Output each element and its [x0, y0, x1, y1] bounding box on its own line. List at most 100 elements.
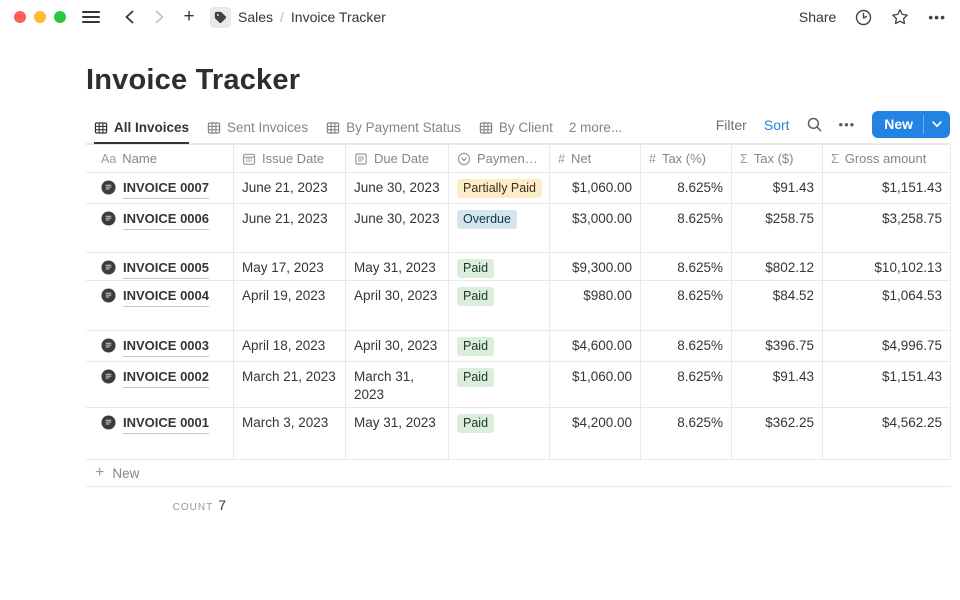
due-date-cell[interactable]: June 30, 2023: [346, 204, 449, 252]
column-header-net[interactable]: # Net: [550, 145, 641, 172]
name-cell[interactable]: INVOICE 0007: [86, 173, 234, 203]
gross-amount-cell[interactable]: $1,151.43: [823, 173, 951, 203]
net-cell[interactable]: $1,060.00: [550, 362, 641, 407]
name-cell[interactable]: INVOICE 0005: [86, 253, 234, 280]
tax-dollars-cell[interactable]: $396.75: [732, 331, 823, 361]
net-cell[interactable]: $1,060.00: [550, 173, 641, 203]
name-cell[interactable]: INVOICE 0002: [86, 362, 234, 407]
tax-dollars-cell[interactable]: $91.43: [732, 362, 823, 407]
gross-amount-cell[interactable]: $4,996.75: [823, 331, 951, 361]
issue-date-cell[interactable]: June 21, 2023: [234, 204, 346, 252]
name-cell[interactable]: INVOICE 0004: [86, 281, 234, 330]
tax-percent-cell[interactable]: 8.625%: [641, 281, 732, 330]
filter-button[interactable]: Filter: [715, 116, 747, 133]
new-row-button[interactable]: + New: [86, 460, 951, 487]
invoice-name-link[interactable]: INVOICE 0006: [123, 210, 209, 230]
table-row[interactable]: INVOICE 0007 June 21, 2023 June 30, 2023…: [86, 173, 951, 204]
gross-amount-cell[interactable]: $3,258.75: [823, 204, 951, 252]
payment-status-cell[interactable]: Paid: [449, 281, 550, 330]
more-views-button[interactable]: 2 more...: [568, 120, 623, 135]
new-button-dropdown[interactable]: [924, 111, 950, 138]
column-header-name[interactable]: Aa Name: [86, 145, 234, 172]
due-date-cell[interactable]: April 30, 2023: [346, 331, 449, 361]
tax-percent-cell[interactable]: 8.625%: [641, 253, 732, 280]
view-options-button[interactable]: •••: [838, 117, 856, 132]
back-button[interactable]: [118, 6, 140, 28]
invoice-name-link[interactable]: INVOICE 0007: [123, 179, 209, 199]
due-date-cell[interactable]: May 31, 2023: [346, 253, 449, 280]
tax-percent-cell[interactable]: 8.625%: [641, 204, 732, 252]
tax-dollars-cell[interactable]: $91.43: [732, 173, 823, 203]
tax-dollars-cell[interactable]: $258.75: [732, 204, 823, 252]
column-header-tax-dollars[interactable]: Σ Tax ($): [732, 145, 823, 172]
gross-amount-cell[interactable]: $1,151.43: [823, 362, 951, 407]
table-row[interactable]: INVOICE 0001 March 3, 2023 May 31, 2023 …: [86, 408, 951, 460]
sort-button[interactable]: Sort: [763, 116, 790, 133]
sidebar-toggle-icon[interactable]: [82, 11, 100, 23]
name-cell[interactable]: INVOICE 0003: [86, 331, 234, 361]
forward-button[interactable]: [148, 6, 170, 28]
tax-percent-cell[interactable]: 8.625%: [641, 173, 732, 203]
issue-date-cell[interactable]: April 19, 2023: [234, 281, 346, 330]
name-cell[interactable]: INVOICE 0006: [86, 204, 234, 252]
column-header-tax-percent[interactable]: # Tax (%): [641, 145, 732, 172]
issue-date-cell[interactable]: March 21, 2023: [234, 362, 346, 407]
issue-date-cell[interactable]: June 21, 2023: [234, 173, 346, 203]
payment-status-cell[interactable]: Paid: [449, 408, 550, 459]
invoice-name-link[interactable]: INVOICE 0005: [123, 259, 209, 279]
column-header-payment-status[interactable]: Payment …: [449, 145, 550, 172]
tab-all-invoices[interactable]: All Invoices: [86, 115, 197, 144]
table-row[interactable]: INVOICE 0004 April 19, 2023 April 30, 20…: [86, 281, 951, 331]
column-header-gross-amount[interactable]: Σ Gross amount: [823, 145, 951, 172]
due-date-cell[interactable]: May 31, 2023: [346, 408, 449, 459]
due-date-cell[interactable]: June 30, 2023: [346, 173, 449, 203]
invoice-name-link[interactable]: INVOICE 0002: [123, 368, 209, 388]
table-row[interactable]: INVOICE 0005 May 17, 2023 May 31, 2023 P…: [86, 253, 951, 281]
favorite-button[interactable]: [891, 8, 909, 26]
search-button[interactable]: [807, 117, 822, 132]
table-row[interactable]: INVOICE 0002 March 21, 2023 March 31, 20…: [86, 362, 951, 408]
table-row[interactable]: INVOICE 0003 April 18, 2023 April 30, 20…: [86, 331, 951, 362]
issue-date-cell[interactable]: May 17, 2023: [234, 253, 346, 280]
payment-status-cell[interactable]: Paid: [449, 362, 550, 407]
breadcrumb-workspace[interactable]: Sales: [238, 9, 274, 25]
issue-date-cell[interactable]: March 3, 2023: [234, 408, 346, 459]
tab-sent-invoices[interactable]: Sent Invoices: [199, 115, 316, 143]
page-icon-box[interactable]: [210, 6, 231, 28]
history-button[interactable]: [855, 9, 872, 26]
name-cell[interactable]: INVOICE 0001: [86, 408, 234, 459]
gross-amount-cell[interactable]: $4,562.25: [823, 408, 951, 459]
payment-status-cell[interactable]: Paid: [449, 253, 550, 280]
gross-amount-cell[interactable]: $10,102.13: [823, 253, 951, 280]
tax-dollars-cell[interactable]: $362.25: [732, 408, 823, 459]
net-cell[interactable]: $3,000.00: [550, 204, 641, 252]
tax-dollars-cell[interactable]: $802.12: [732, 253, 823, 280]
net-cell[interactable]: $980.00: [550, 281, 641, 330]
issue-date-cell[interactable]: April 18, 2023: [234, 331, 346, 361]
share-button[interactable]: Share: [798, 9, 837, 25]
table-row[interactable]: INVOICE 0006 June 21, 2023 June 30, 2023…: [86, 204, 951, 253]
due-date-cell[interactable]: March 31, 2023: [346, 362, 449, 407]
due-date-cell[interactable]: April 30, 2023: [346, 281, 449, 330]
gross-amount-cell[interactable]: $1,064.53: [823, 281, 951, 330]
invoice-name-link[interactable]: INVOICE 0001: [123, 414, 209, 434]
new-button[interactable]: New: [872, 111, 950, 138]
count-footer[interactable]: count 7: [86, 487, 234, 513]
payment-status-cell[interactable]: Partially Paid: [449, 173, 550, 203]
invoice-name-link[interactable]: INVOICE 0003: [123, 337, 209, 357]
invoice-name-link[interactable]: INVOICE 0004: [123, 287, 209, 307]
tax-dollars-cell[interactable]: $84.52: [732, 281, 823, 330]
net-cell[interactable]: $4,600.00: [550, 331, 641, 361]
column-header-issue-date[interactable]: Issue Date: [234, 145, 346, 172]
net-cell[interactable]: $9,300.00: [550, 253, 641, 280]
tax-percent-cell[interactable]: 8.625%: [641, 362, 732, 407]
tab-by-payment-status[interactable]: By Payment Status: [318, 115, 469, 143]
tax-percent-cell[interactable]: 8.625%: [641, 408, 732, 459]
breadcrumb-page[interactable]: Invoice Tracker: [290, 9, 386, 25]
net-cell[interactable]: $4,200.00: [550, 408, 641, 459]
new-page-button[interactable]: +: [183, 6, 195, 27]
tax-percent-cell[interactable]: 8.625%: [641, 331, 732, 361]
minimize-window-button[interactable]: [34, 11, 46, 23]
tab-by-client[interactable]: By Client: [471, 115, 561, 143]
payment-status-cell[interactable]: Overdue: [449, 204, 550, 252]
